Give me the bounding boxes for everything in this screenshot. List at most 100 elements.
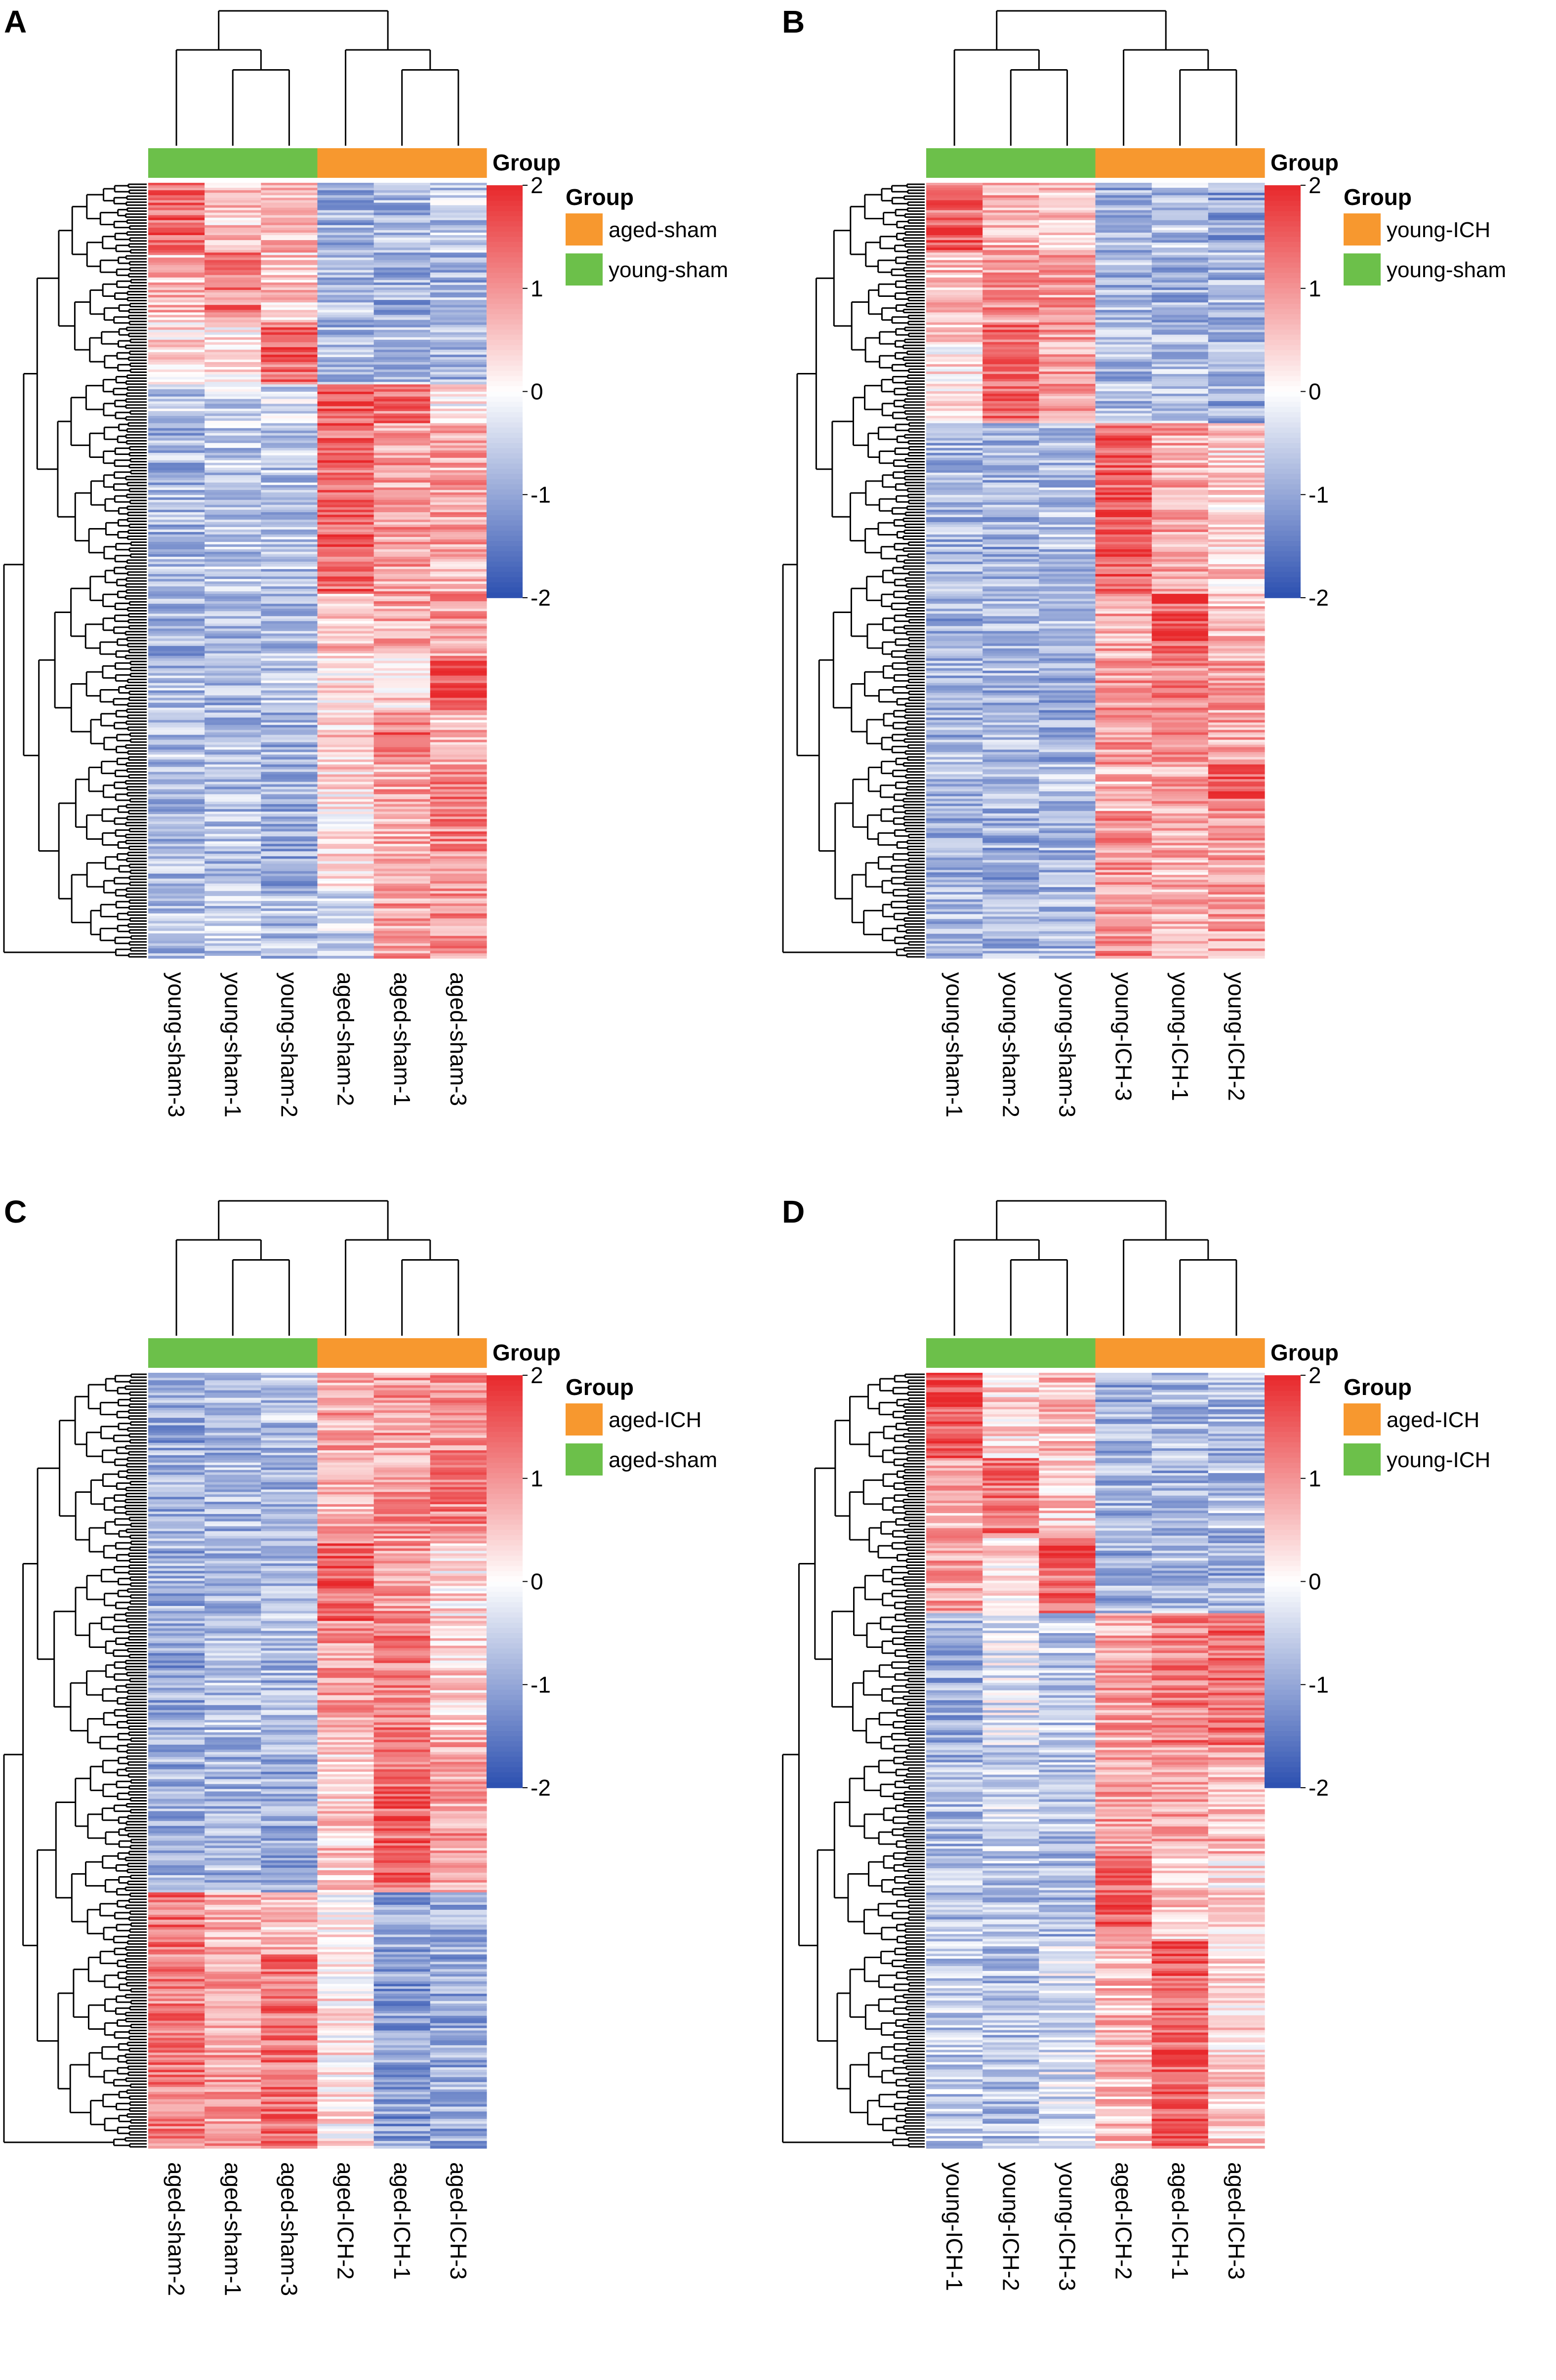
heatmap-cell	[1151, 272, 1209, 276]
heatmap-cell	[1151, 307, 1209, 310]
heatmap-cell	[1095, 636, 1152, 639]
heatmap-cell	[1151, 532, 1209, 535]
heatmap-cell	[430, 554, 487, 557]
heatmap-cell	[373, 777, 431, 780]
heatmap-cell	[430, 462, 487, 466]
heatmap-cell	[261, 841, 318, 844]
heatmap-cell	[926, 262, 983, 266]
heatmap-cell	[926, 352, 983, 355]
heatmap-cell	[261, 512, 318, 515]
heatmap-cell	[1208, 683, 1265, 686]
heatmap-cell	[261, 606, 318, 609]
heatmap-cell	[1151, 541, 1209, 545]
heatmap-cell	[983, 764, 1039, 768]
heatmap-cell	[317, 524, 374, 528]
heatmap-cell	[261, 876, 318, 879]
heatmap-cell	[1151, 433, 1209, 436]
colorbar-segment	[487, 345, 523, 351]
column-label: aged-sham-1	[389, 972, 415, 1106]
heatmap-cell	[926, 865, 983, 868]
heatmap-cell	[926, 673, 983, 676]
heatmap-cell	[926, 786, 983, 789]
heatmap-cell	[148, 663, 205, 666]
heatmap-cell	[926, 435, 983, 439]
heatmap-cell	[926, 889, 983, 893]
heatmap-cell	[148, 784, 205, 787]
heatmap-cell	[1095, 909, 1152, 912]
heatmap-cell	[1095, 227, 1152, 231]
heatmap-cell	[148, 609, 205, 612]
heatmap-cell	[1208, 465, 1265, 468]
heatmap-cell	[430, 225, 487, 228]
heatmap-cell	[1039, 596, 1096, 599]
heatmap-cell	[430, 277, 487, 281]
heatmap-cell	[205, 322, 261, 326]
heatmap-cell	[1095, 690, 1152, 694]
heatmap-cell	[373, 856, 431, 860]
heatmap-cell	[317, 238, 374, 241]
heatmap-cell	[1151, 874, 1209, 878]
heatmap-cell	[1095, 438, 1152, 441]
heatmap-cell	[926, 349, 983, 352]
heatmap-cell	[430, 567, 487, 570]
heatmap-cell	[317, 322, 374, 326]
heatmap-cell	[261, 722, 318, 726]
heatmap-cell	[1039, 217, 1096, 221]
heatmap-cell	[1151, 823, 1209, 826]
heatmap-cell	[205, 365, 261, 368]
heatmap-cell	[1039, 902, 1096, 905]
heatmap-cell	[1039, 504, 1096, 508]
heatmap-cell	[1095, 339, 1152, 343]
heatmap-cell	[926, 749, 983, 753]
heatmap-cell	[205, 614, 261, 616]
heatmap-cell	[1095, 393, 1152, 397]
heatmap-cell	[373, 470, 431, 473]
heatmap-cell	[1151, 509, 1209, 513]
heatmap-cell	[205, 764, 261, 768]
heatmap-cell	[1151, 415, 1209, 419]
heatmap-cell	[373, 794, 431, 797]
heatmap-cell	[317, 482, 374, 486]
heatmap-cell	[430, 230, 487, 233]
heatmap-cell	[1039, 502, 1096, 505]
heatmap-cell	[317, 591, 374, 594]
heatmap-cell	[926, 631, 983, 634]
heatmap-cell	[1039, 472, 1096, 476]
heatmap-cell	[1039, 835, 1096, 838]
heatmap-cell	[317, 252, 374, 255]
heatmap-cell	[261, 517, 318, 520]
heatmap-cell	[261, 690, 318, 694]
heatmap-cell	[261, 467, 318, 471]
heatmap-cell	[1039, 265, 1096, 268]
heatmap-cell	[926, 212, 983, 216]
heatmap-cell	[1039, 438, 1096, 441]
heatmap-cell	[317, 829, 374, 832]
heatmap-cell	[317, 824, 374, 827]
heatmap-cell	[1151, 648, 1209, 652]
heatmap-cell	[1095, 475, 1152, 478]
heatmap-cell	[261, 638, 318, 642]
heatmap-cell	[1151, 334, 1209, 338]
heatmap-cell	[373, 774, 431, 778]
heatmap-cell	[983, 282, 1039, 286]
group-annotation-cell	[926, 148, 983, 178]
heatmap-cell	[373, 529, 431, 533]
heatmap-cell	[148, 737, 205, 740]
heatmap-cell	[317, 749, 374, 753]
heatmap-cell	[1208, 690, 1265, 694]
heatmap-cell	[1039, 853, 1096, 856]
heatmap-cell	[926, 457, 983, 461]
heatmap-cell	[373, 267, 431, 271]
heatmap-cell	[1151, 462, 1209, 466]
heatmap-cell	[430, 950, 487, 954]
heatmap-cell	[317, 487, 374, 491]
heatmap-cell	[1208, 744, 1265, 748]
heatmap-cell	[926, 845, 983, 848]
heatmap-cell	[1151, 953, 1209, 956]
heatmap-cell	[373, 921, 431, 924]
heatmap-cell	[1151, 514, 1209, 518]
heatmap-cell	[1151, 527, 1209, 530]
heatmap-cell	[261, 906, 318, 909]
heatmap-cell	[1039, 418, 1096, 421]
heatmap-cell	[430, 688, 487, 691]
